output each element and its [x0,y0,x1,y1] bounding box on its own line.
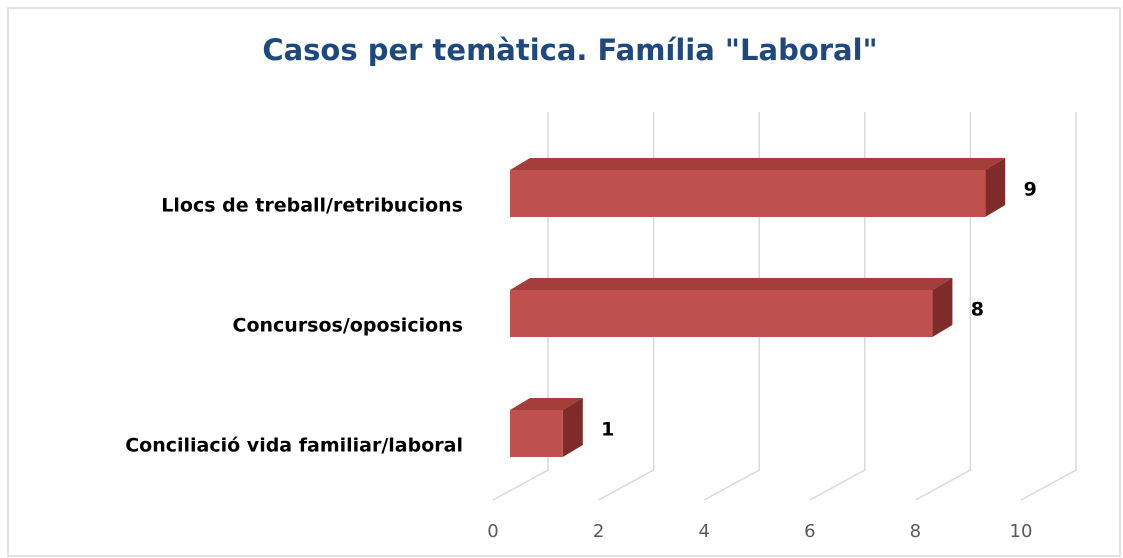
grid-line [809,112,866,501]
bar [510,278,953,337]
grid-line [703,112,760,501]
bar-front [510,170,986,217]
category-label: Concursos/oposicions [233,315,464,337]
x-tick-label: 6 [804,521,815,542]
value-label: 1 [601,419,614,441]
value-label: 8 [971,299,984,321]
bar [510,398,583,457]
category-label: Llocs de treball/retribucions [161,195,463,217]
bar-top [510,398,583,410]
x-tick-label: 10 [1010,521,1033,542]
bar-side [562,398,583,457]
bar-side [985,158,1006,217]
grid-line [1020,112,1077,501]
bar-front [510,410,563,457]
x-tick-label: 2 [593,521,604,542]
bar-top [510,158,1006,170]
value-label: 9 [1024,179,1037,201]
grid-line [598,112,655,501]
category-label: Conciliació vida familiar/laboral [125,435,463,457]
bar-top [510,278,953,290]
bar-side [932,278,953,337]
x-tick-label: 0 [487,521,498,542]
grid-line [492,112,549,501]
bar [510,158,1006,217]
grid-line [915,112,972,501]
x-tick-label: 8 [910,521,921,542]
x-tick-label: 4 [698,521,709,542]
chart-title: Casos per temàtica. Família "Laboral" [262,33,877,67]
bar-front [510,290,933,337]
